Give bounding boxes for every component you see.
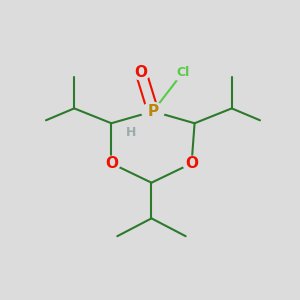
Text: O: O bbox=[105, 156, 118, 171]
Ellipse shape bbox=[142, 102, 164, 120]
Text: P: P bbox=[147, 104, 158, 119]
Text: H: H bbox=[125, 126, 136, 139]
Text: Cl: Cl bbox=[176, 66, 189, 79]
Ellipse shape bbox=[168, 65, 197, 80]
Ellipse shape bbox=[183, 156, 200, 170]
Ellipse shape bbox=[132, 66, 150, 80]
Text: O: O bbox=[185, 156, 198, 171]
Ellipse shape bbox=[123, 126, 138, 139]
Text: O: O bbox=[135, 65, 148, 80]
Ellipse shape bbox=[102, 156, 120, 170]
